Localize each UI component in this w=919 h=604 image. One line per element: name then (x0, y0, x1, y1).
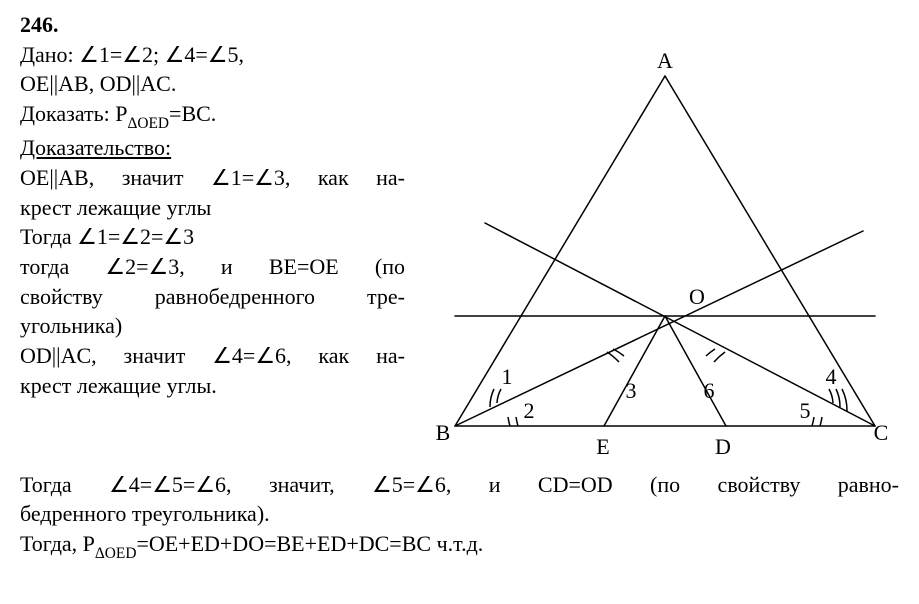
proof-heading: Доказательство: (20, 133, 405, 163)
given-line-1: Дано: ∠1=∠2; ∠4=∠5, (20, 40, 405, 70)
svg-text:C: C (874, 420, 889, 445)
proof-line-6: угольника) (20, 311, 405, 341)
diagram-column: A B C O E D 12 3 6 45 (405, 40, 899, 466)
svg-text:1: 1 (502, 364, 513, 389)
svg-text:6: 6 (704, 378, 715, 403)
proof-heading-text: Доказательство: (20, 135, 171, 160)
svg-text:4: 4 (826, 364, 837, 389)
bottom-line-3sub: ΔOED (95, 545, 137, 562)
svg-text:B: B (436, 420, 451, 445)
proof-line-5: свойству равнобедренного тре- (20, 282, 405, 312)
proof-line-3: Тогда ∠1=∠2=∠3 (20, 222, 405, 252)
svg-text:A: A (657, 48, 673, 73)
to-prove-b: =BC. (169, 101, 216, 126)
triangle-diagram: A B C O E D 12 3 6 45 (435, 46, 895, 466)
bottom-line-3a: Тогда, P (20, 531, 95, 556)
to-prove-line: Доказать: PΔOED=BC. (20, 99, 405, 133)
problem-number: 246. (20, 10, 899, 40)
proof-line-7: OD||AC, значит ∠4=∠6, как на- (20, 341, 405, 371)
proof-line-2: крест лежащие углы (20, 193, 405, 223)
two-column-layout: Дано: ∠1=∠2; ∠4=∠5, OE||AB, OD||AC. Дока… (20, 40, 899, 466)
svg-text:3: 3 (626, 378, 637, 403)
proof-line-1: OE||AB, значит ∠1=∠3, как на- (20, 163, 405, 193)
svg-text:O: O (689, 284, 705, 309)
proof-line-4: тогда ∠2=∠3, и BE=OE (по (20, 252, 405, 282)
bottom-line-2: бедренного треугольника). (20, 499, 899, 529)
given-line-2: OE||AB, OD||AC. (20, 69, 405, 99)
svg-text:E: E (596, 434, 609, 459)
bottom-line-3: Тогда, PΔOED=OE+ED+DO=BE+ED+DC=BC ч.т.д. (20, 529, 899, 563)
bottom-text: Тогда ∠4=∠5=∠6, значит, ∠5=∠6, и CD=OD (… (20, 470, 899, 564)
bottom-line-3b: =OE+ED+DO=BE+ED+DC=BC ч.т.д. (136, 531, 483, 556)
svg-text:2: 2 (524, 398, 535, 423)
bottom-line-1: Тогда ∠4=∠5=∠6, значит, ∠5=∠6, и CD=OD (… (20, 470, 899, 500)
text-column: Дано: ∠1=∠2; ∠4=∠5, OE||AB, OD||AC. Дока… (20, 40, 405, 401)
svg-text:D: D (715, 434, 731, 459)
to-prove-sub: ΔOED (128, 115, 170, 132)
to-prove-a: Доказать: P (20, 101, 128, 126)
svg-text:5: 5 (800, 398, 811, 423)
proof-line-8: крест лежащие углы. (20, 371, 405, 401)
